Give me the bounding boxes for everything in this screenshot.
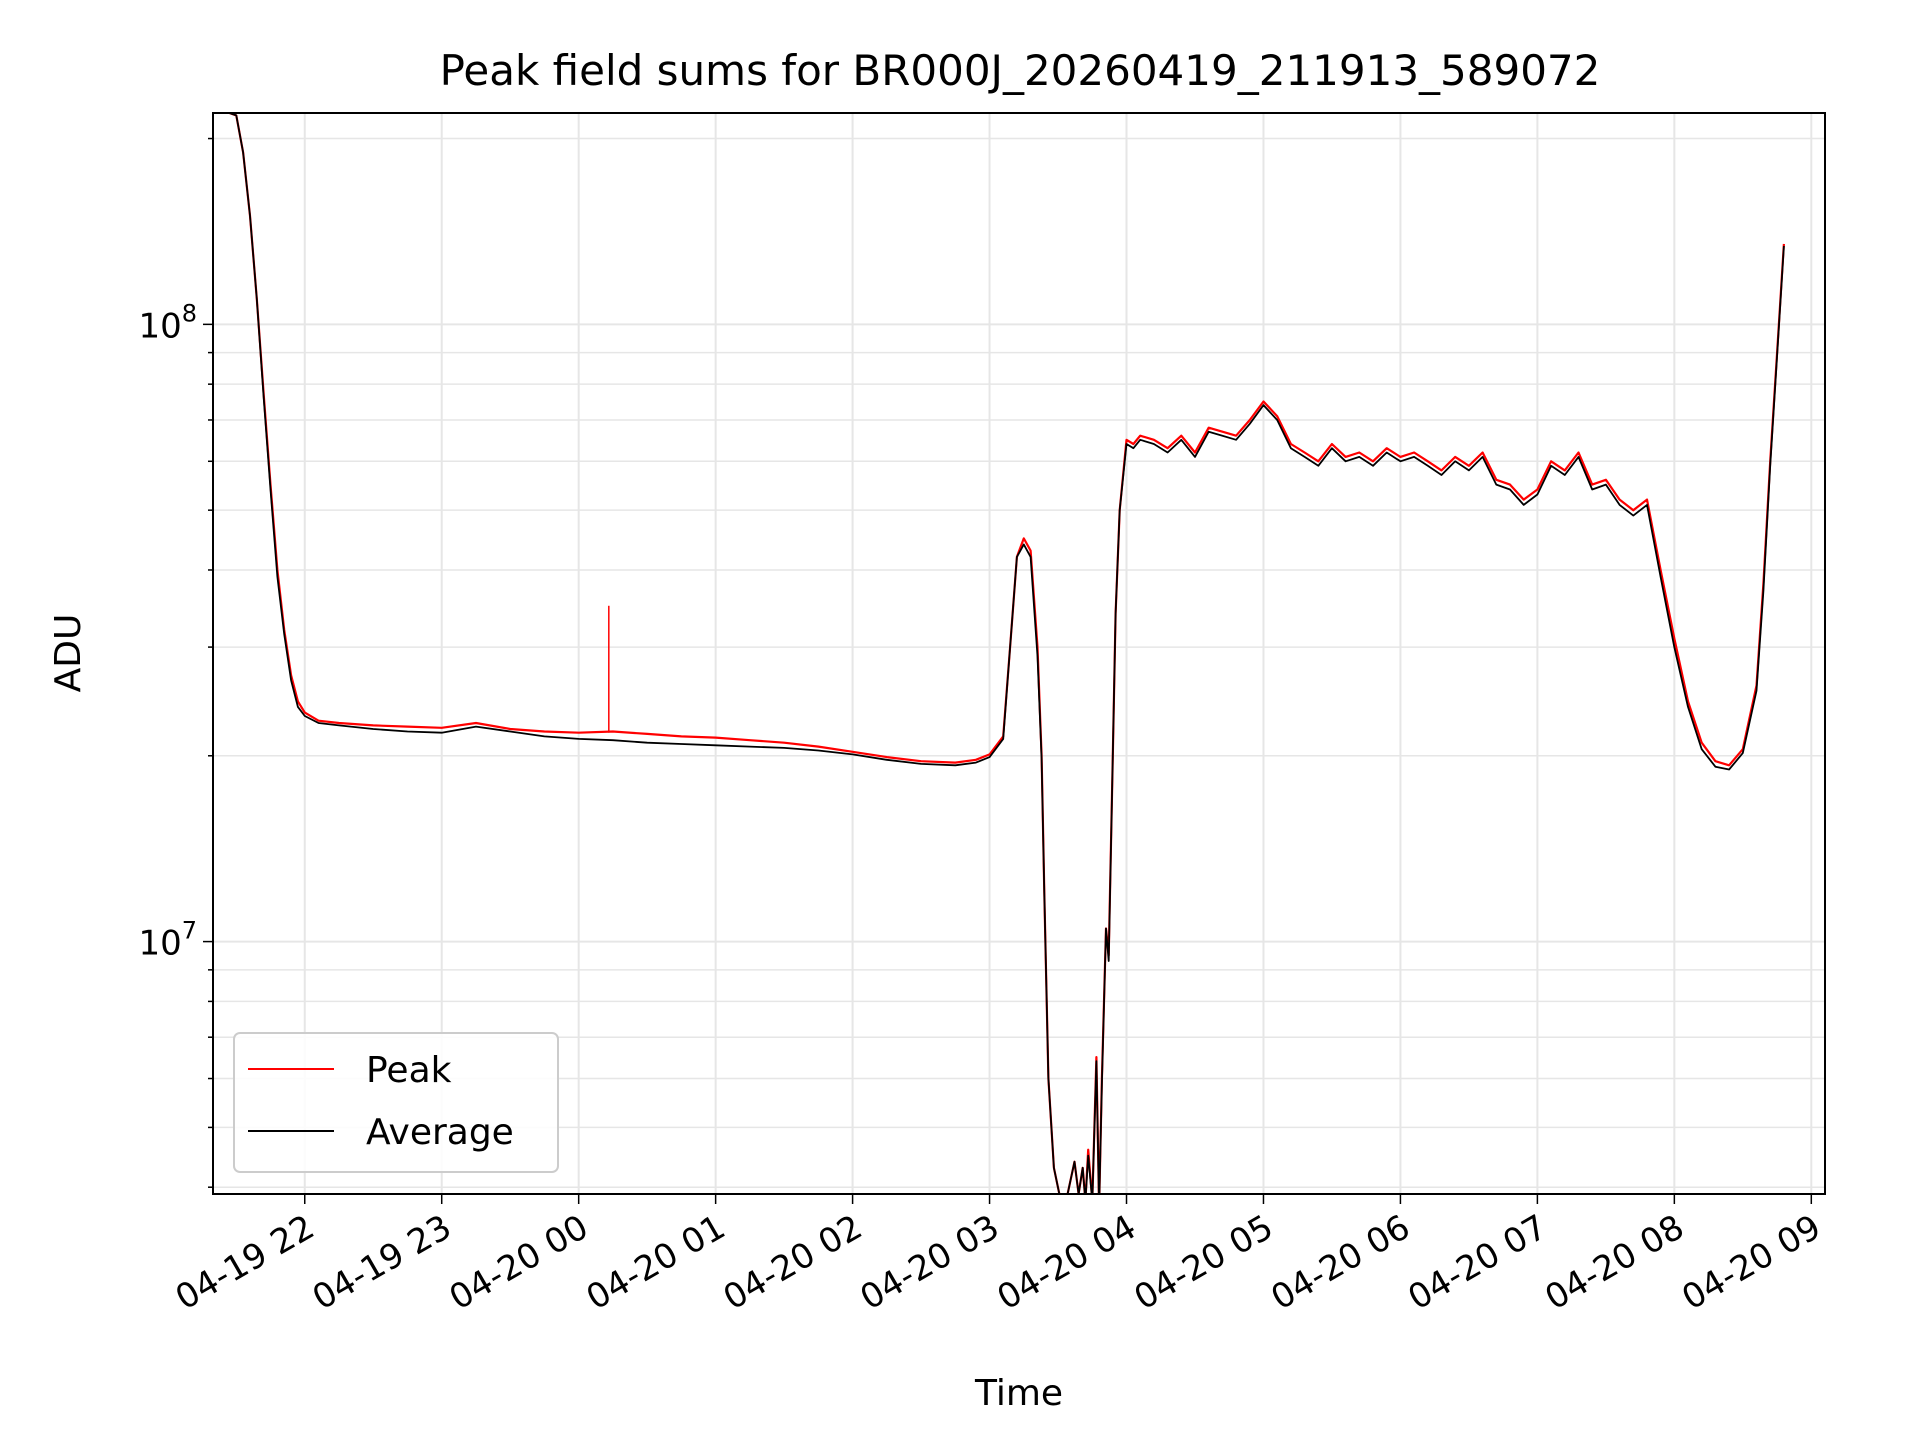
y-tick-label: 108	[138, 299, 197, 346]
legend-box	[233, 1032, 559, 1173]
series-layer	[229, 113, 1785, 1194]
chart-title: Peak field sums for BR000J_20260419_2119…	[440, 46, 1601, 95]
legend: Peak Average	[233, 1032, 559, 1173]
y-axis-label: ADU	[48, 614, 89, 693]
plot-frame	[212, 112, 1826, 1195]
legend-label-peak: Peak	[366, 1050, 452, 1091]
series-line-average	[229, 113, 1785, 1194]
y-tick-label: 107	[138, 917, 197, 964]
x-axis-label: Time	[974, 1373, 1063, 1414]
legend-label-average: Average	[366, 1112, 514, 1153]
